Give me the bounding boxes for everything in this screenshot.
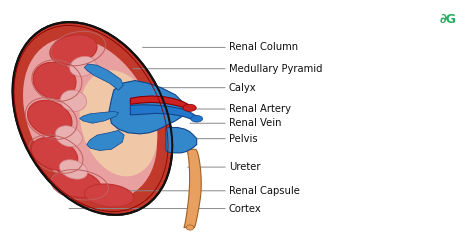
Text: Medullary Pyramid: Medullary Pyramid (229, 64, 322, 74)
Ellipse shape (55, 126, 82, 147)
Polygon shape (166, 128, 197, 153)
Text: Pelvis: Pelvis (229, 134, 257, 144)
Polygon shape (184, 149, 201, 228)
Ellipse shape (27, 100, 72, 137)
Ellipse shape (70, 56, 96, 76)
Text: Calyx: Calyx (229, 83, 256, 93)
Ellipse shape (183, 104, 196, 111)
Ellipse shape (13, 22, 172, 215)
Text: Cortex: Cortex (229, 204, 262, 214)
Ellipse shape (59, 160, 88, 179)
Text: Renal Capsule: Renal Capsule (229, 186, 300, 196)
Ellipse shape (33, 62, 76, 99)
Text: Renal Vein: Renal Vein (229, 118, 282, 128)
Ellipse shape (31, 137, 78, 171)
Polygon shape (84, 64, 123, 90)
Polygon shape (130, 96, 190, 110)
Text: Ureter: Ureter (229, 162, 260, 172)
Text: Renal Artery: Renal Artery (229, 104, 291, 114)
Ellipse shape (23, 37, 157, 200)
Polygon shape (87, 130, 124, 150)
Ellipse shape (191, 115, 202, 122)
Ellipse shape (186, 225, 194, 230)
Polygon shape (109, 81, 185, 134)
Ellipse shape (50, 35, 97, 65)
Polygon shape (130, 105, 197, 121)
Text: Renal Column: Renal Column (229, 42, 298, 52)
Ellipse shape (80, 70, 157, 176)
Ellipse shape (84, 184, 134, 207)
Ellipse shape (60, 90, 87, 111)
Polygon shape (80, 111, 118, 123)
Text: ∂G: ∂G (439, 13, 456, 25)
Ellipse shape (51, 170, 101, 197)
